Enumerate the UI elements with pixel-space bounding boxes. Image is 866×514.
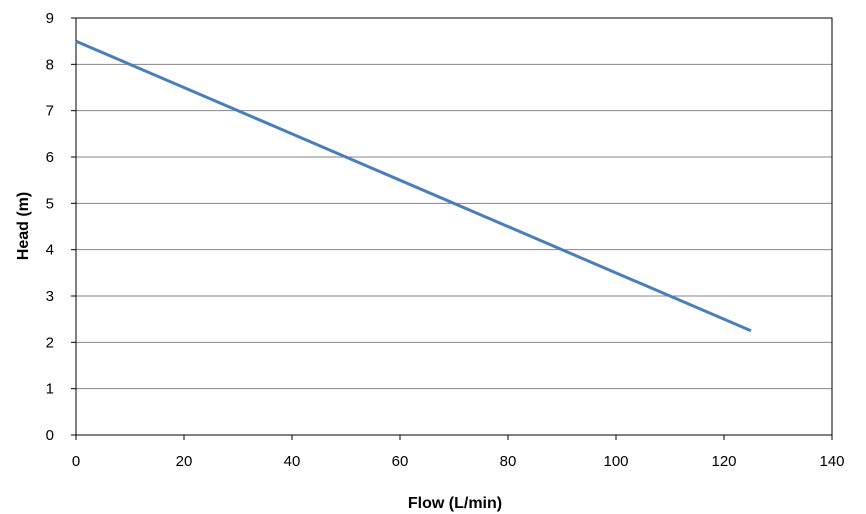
- y-tick-label: 5: [46, 195, 54, 212]
- gridlines: [76, 63, 832, 390]
- series-layer: [75, 39, 752, 333]
- series-line-0: [75, 39, 752, 333]
- x-tick-label: 120: [711, 453, 736, 470]
- x-tick-label: 60: [392, 453, 409, 470]
- y-tick-label: 8: [46, 56, 54, 73]
- y-tick-label: 9: [46, 10, 54, 27]
- y-axis-title: Head (m): [15, 192, 32, 260]
- x-tick-label: 20: [176, 453, 193, 470]
- x-axis-title: Flow (L/min): [408, 495, 502, 512]
- y-tick-label: 7: [46, 103, 54, 120]
- x-tick-label: 100: [603, 453, 628, 470]
- y-tick-label: 6: [46, 149, 54, 166]
- y-tick-label: 2: [46, 334, 54, 351]
- x-tick-label: 80: [500, 453, 517, 470]
- x-tick-label: 0: [72, 453, 80, 470]
- x-tick-label: 40: [284, 453, 301, 470]
- y-tick-label: 0: [46, 427, 54, 444]
- y-axis-ticks: 0 1 2 3 4 5 6 7 8 9: [46, 10, 76, 444]
- y-tick-label: 3: [46, 288, 54, 305]
- x-axis-ticks: 0 20 40 60 80 100 120 140: [72, 435, 845, 470]
- x-tick-label: 140: [819, 453, 844, 470]
- y-tick-label: 4: [46, 242, 54, 259]
- y-tick-label: 1: [46, 381, 54, 398]
- plot-area-frame: [75, 17, 833, 436]
